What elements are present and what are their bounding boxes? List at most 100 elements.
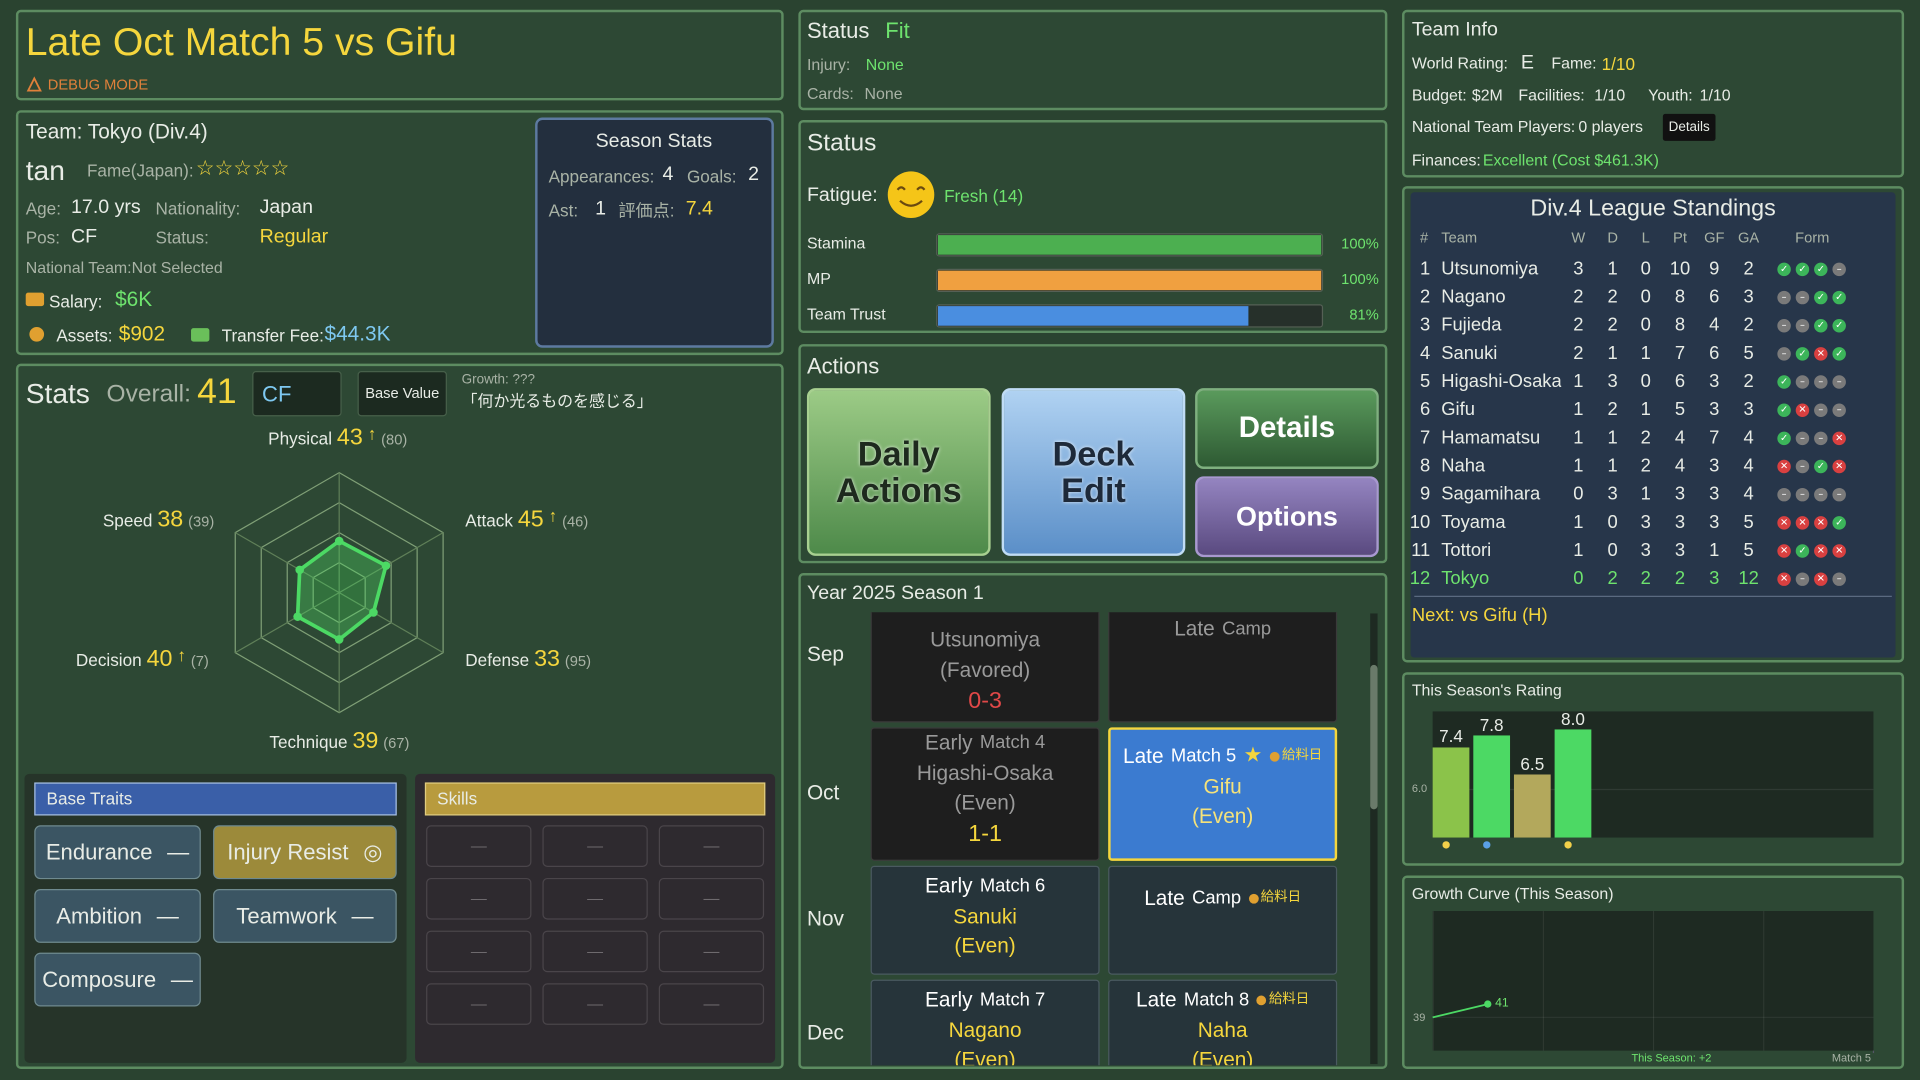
stat-cell: 2 [1607, 399, 1618, 420]
chart-title: Growth Curve (This Season) [1411, 884, 1614, 903]
skill-slot: — [426, 825, 532, 867]
calendar-cell[interactable]: Late Camp 給料日 [1108, 865, 1338, 975]
cell-timing: Late [1136, 988, 1177, 1012]
label: $44.3K [324, 322, 391, 346]
rank: 7 [1419, 427, 1431, 449]
cell-score: 1-1 [968, 821, 1002, 847]
axis-name: Speed [102, 510, 153, 531]
team: Fujieda [1441, 314, 1502, 336]
y-tick-label: 6.0 [1411, 782, 1428, 795]
season-stats-title: Season Stats [595, 131, 713, 152]
calendar-cell[interactable]: Utsunomiya (Favored) 0-3 [870, 612, 1100, 723]
cell-event: Match 4 [979, 732, 1046, 754]
slot-mark: — [587, 993, 604, 1013]
details-button[interactable]: Details [1662, 113, 1716, 141]
label: Youth: [1648, 85, 1693, 105]
trait-button[interactable]: Ambition — [34, 888, 201, 943]
action-button[interactable]: Options [1195, 476, 1379, 558]
trait-button[interactable]: Composure — [34, 952, 201, 1007]
trait-mark: ◎ [363, 839, 383, 865]
rank: 11 [1411, 540, 1431, 561]
x-tick-label: Match 5 [1831, 1051, 1872, 1065]
position-select[interactable]: CF [252, 371, 342, 417]
bar-label: 8.0 [1561, 708, 1585, 729]
team: Higashi-Osaka [1441, 371, 1562, 392]
stat-cell: 0 [1640, 286, 1651, 308]
cell-opponent: Gifu [1203, 774, 1242, 798]
form-glyph: ✓ [1779, 404, 1789, 416]
stat-cell: 1 [1640, 483, 1651, 505]
skill-slot: — [658, 930, 765, 973]
stat-cell: 3 [1674, 483, 1686, 505]
slot-mark: — [470, 941, 487, 960]
team: Utsunomiya [1441, 258, 1539, 280]
stat-cell: 6 [1674, 371, 1686, 392]
team: Hamamatsu [1441, 427, 1541, 449]
calendar-cell[interactable]: Early Match 6 Sanuki (Even) [870, 865, 1100, 975]
month-label: Sep [806, 642, 844, 667]
calendar-cell[interactable]: Late Match 5 ★ 給料日 Gifu (Even) [1108, 727, 1338, 861]
base-value-button[interactable]: Base Value [357, 371, 447, 417]
team: Tokyo [1441, 568, 1490, 589]
cell-opponent: Nagano [948, 1018, 1022, 1042]
stat-cell: 4 [1674, 427, 1686, 449]
cell-heading: Late Camp [1174, 617, 1271, 641]
calendar-cell[interactable]: Early Match 4 Higashi-Osaka (Even) 1-1 [870, 727, 1100, 861]
form-glyph: ✕ [1779, 460, 1789, 472]
trait-button[interactable]: Endurance — [34, 825, 201, 880]
calendar-cell[interactable]: Early Match 7 Nagano (Even) [870, 979, 1100, 1066]
cell-opponent: Sanuki [953, 904, 1017, 928]
label: Fame(Japan): [86, 160, 194, 180]
trait-name: Teamwork [236, 903, 337, 928]
radar-label: Attack 45 ↑ (46) [465, 506, 588, 536]
stat-cell: 1 [1640, 399, 1651, 420]
calendar-cell[interactable]: Late Match 8 給料日 Naha (Even) [1108, 979, 1338, 1066]
stat-cell: 3 [1573, 258, 1584, 280]
action-button[interactable]: Deck Edit [1001, 388, 1186, 556]
label: Fame: [1551, 53, 1597, 73]
point-label: 41 [1495, 996, 1509, 1011]
form-glyph: – [1781, 319, 1787, 331]
skill-slot: — [426, 983, 532, 1025]
trait-name: Endurance [45, 839, 153, 865]
skill-slot: — [542, 825, 648, 867]
stat-cell: 2 [1607, 568, 1618, 589]
action-button[interactable]: Daily Actions [806, 388, 991, 556]
rank: 8 [1419, 455, 1431, 477]
stat-cell: 5 [1743, 511, 1754, 533]
traits-title: Base Traits [46, 789, 133, 809]
cell-timing: Late [1144, 886, 1185, 910]
label: CF [71, 226, 98, 248]
label: Excellent (Cost $461.3K) [1482, 150, 1659, 169]
slot-mark: — [703, 835, 720, 855]
stat-cell: 3 [1743, 286, 1754, 308]
action-button[interactable]: Details [1195, 388, 1379, 469]
label: 2 [748, 164, 760, 185]
label: Growth: ??? [461, 372, 536, 387]
form-glyph: ✕ [1816, 544, 1825, 556]
axis-value: 39 [352, 728, 379, 755]
form-glyph: ✕ [1816, 516, 1825, 528]
form-glyph: – [1800, 319, 1805, 331]
form-glyph: – [1800, 573, 1805, 585]
label: $902 [118, 322, 166, 346]
form-glyph: ✕ [1798, 516, 1807, 528]
form-glyph: ✓ [1798, 544, 1807, 556]
payday-icon [1256, 995, 1267, 1006]
standings-title: Div.4 League Standings [1530, 195, 1776, 222]
label: Pos: [25, 227, 61, 248]
form-glyph: – [1836, 488, 1842, 500]
month-label: Dec [806, 1021, 844, 1045]
trait-button[interactable]: Injury Resist ◎ [213, 825, 397, 880]
stats-title: Stats [25, 377, 90, 409]
next-match: Next: vs Gifu (H) [1411, 604, 1548, 626]
label: 1 [595, 198, 607, 220]
label: 1/10 [1594, 85, 1626, 105]
stat-cell: 3 [1709, 483, 1720, 505]
calendar-cell[interactable]: Late Camp [1108, 612, 1338, 723]
column-header: Pt [1673, 228, 1687, 247]
form-glyph: ✕ [1779, 573, 1789, 585]
trait-button[interactable]: Teamwork — [213, 888, 397, 943]
stat-cell: 5 [1743, 342, 1754, 364]
calendar-title: Year 2025 Season 1 [806, 582, 984, 604]
